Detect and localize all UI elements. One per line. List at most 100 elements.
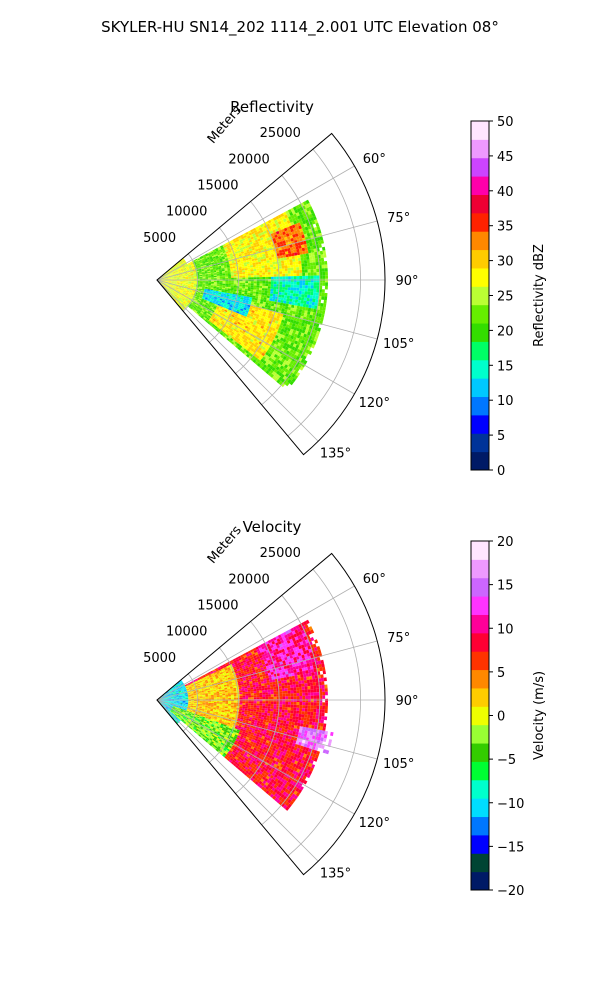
radar-gate	[186, 289, 190, 292]
radar-gate	[284, 306, 289, 310]
radar-gate	[302, 253, 307, 258]
radar-gate	[291, 304, 295, 309]
radar-gate	[291, 637, 296, 642]
radar-gate	[284, 221, 288, 225]
radar-gate	[182, 297, 186, 300]
radar-gate	[276, 374, 281, 380]
radar-gate	[255, 295, 259, 299]
radar-gate	[298, 638, 303, 643]
radar-gate	[304, 646, 309, 651]
radar-gate	[275, 236, 279, 241]
radar-gate	[186, 267, 189, 269]
radar-gate	[283, 364, 289, 369]
radar-gate	[287, 327, 291, 332]
radar-gate	[281, 292, 285, 296]
radar-gate	[289, 360, 295, 365]
radar-gate	[201, 269, 205, 272]
radar-gate	[212, 301, 216, 304]
radar-gate	[202, 274, 206, 276]
radar-gate	[179, 291, 183, 294]
radar-gate	[241, 690, 245, 693]
radar-gate	[279, 337, 284, 342]
radar-gate	[322, 303, 327, 308]
radar-gate	[273, 291, 277, 295]
radar-gate	[193, 272, 197, 274]
radar-gate	[201, 690, 205, 693]
radar-gate	[307, 285, 311, 289]
radar-gate	[270, 288, 274, 292]
radar-gate	[282, 660, 286, 664]
radar-gate	[218, 324, 222, 328]
radar-gate	[203, 676, 207, 679]
radar-gate	[176, 281, 180, 283]
radar-gate	[258, 240, 262, 244]
radar-gate	[267, 371, 272, 377]
radar-gate	[297, 242, 302, 246]
radar-gate	[182, 277, 186, 279]
radar-gate	[214, 263, 218, 266]
radar-gate	[214, 325, 218, 329]
radar-gate	[244, 325, 249, 329]
radar-gate	[257, 230, 261, 235]
radar-gate	[246, 669, 250, 673]
radar-gate	[258, 660, 262, 664]
radar-gate	[222, 273, 226, 276]
radar-gate	[198, 304, 202, 308]
radar-gate	[279, 305, 283, 309]
radar-gate	[214, 295, 218, 298]
radar-gate	[308, 239, 313, 244]
radar-gate	[182, 260, 186, 264]
radar-gate	[162, 698, 166, 700]
radar-gate	[237, 296, 241, 299]
radar-gate	[242, 666, 246, 670]
radar-gate	[175, 264, 178, 267]
radar-gate	[186, 296, 190, 299]
radar-gate	[173, 283, 177, 285]
radar-gate	[202, 681, 206, 684]
radar-gate	[170, 276, 174, 278]
radar-gate	[179, 301, 183, 304]
radar-gate	[257, 259, 261, 263]
radar-gate	[254, 357, 259, 362]
radar-gate	[233, 272, 237, 275]
radar-gate	[284, 668, 288, 672]
radar-gate	[281, 648, 285, 653]
radar-gate	[272, 293, 276, 297]
radar-gate	[184, 693, 188, 695]
radar-gate	[273, 279, 277, 282]
radar-gate	[182, 306, 186, 309]
radar-gate	[275, 351, 280, 356]
radar-gate	[207, 691, 211, 694]
radar-gate	[247, 687, 251, 690]
radar-gate	[182, 282, 186, 284]
radar-gate	[180, 268, 184, 271]
radar-gate	[292, 684, 297, 688]
radar-gate	[197, 305, 201, 309]
radar-gate	[279, 343, 284, 348]
radar-gate	[230, 284, 234, 286]
radar-gate	[202, 263, 207, 266]
radar-gate	[256, 321, 260, 325]
radar-gate	[294, 643, 299, 648]
radar-gate	[208, 683, 212, 686]
radar-gate	[249, 349, 253, 354]
colorbar-segment	[471, 212, 489, 232]
radar-gate	[173, 282, 177, 283]
radar-gate	[209, 301, 213, 304]
radar-gate	[163, 284, 167, 287]
radar-gate	[172, 291, 176, 295]
radar-gate	[181, 299, 184, 302]
radar-gate	[190, 682, 193, 684]
radar-gate	[164, 284, 167, 287]
radar-gate	[265, 276, 269, 280]
radar-gate	[165, 697, 169, 699]
radar-gate	[301, 263, 305, 267]
radar-gate	[200, 306, 204, 309]
radar-gate	[231, 314, 235, 318]
radar-gate	[288, 315, 292, 320]
radar-gate	[208, 319, 212, 323]
radar-gate	[180, 269, 184, 271]
radar-gate	[253, 302, 258, 305]
radar-gate	[287, 229, 292, 234]
radar-gate	[181, 691, 185, 693]
